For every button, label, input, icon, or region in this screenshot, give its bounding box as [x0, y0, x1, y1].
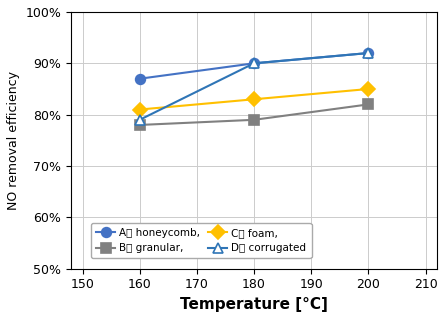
B사 granular,: [137, 123, 142, 127]
C사 foam,: [366, 87, 371, 91]
Line: A사 honeycomb,: A사 honeycomb,: [135, 48, 373, 84]
D사 corrugated: [251, 61, 257, 65]
D사 corrugated: [366, 51, 371, 55]
B사 granular,: [251, 118, 257, 122]
Line: B사 granular,: B사 granular,: [135, 100, 373, 130]
Line: C사 foam,: C사 foam,: [135, 84, 373, 115]
D사 corrugated: [137, 118, 142, 122]
Y-axis label: NO removal efficiency: NO removal efficiency: [7, 71, 20, 210]
A사 honeycomb,: [251, 61, 257, 65]
A사 honeycomb,: [137, 77, 142, 81]
X-axis label: Temperature [°C]: Temperature [°C]: [180, 297, 328, 312]
C사 foam,: [251, 97, 257, 101]
A사 honeycomb,: [366, 51, 371, 55]
C사 foam,: [137, 108, 142, 111]
Line: D사 corrugated: D사 corrugated: [135, 48, 373, 125]
Legend: A사 honeycomb,, B사 granular,, C사 foam,, D사 corrugated: A사 honeycomb,, B사 granular,, C사 foam,, D…: [91, 223, 312, 258]
B사 granular,: [366, 102, 371, 106]
